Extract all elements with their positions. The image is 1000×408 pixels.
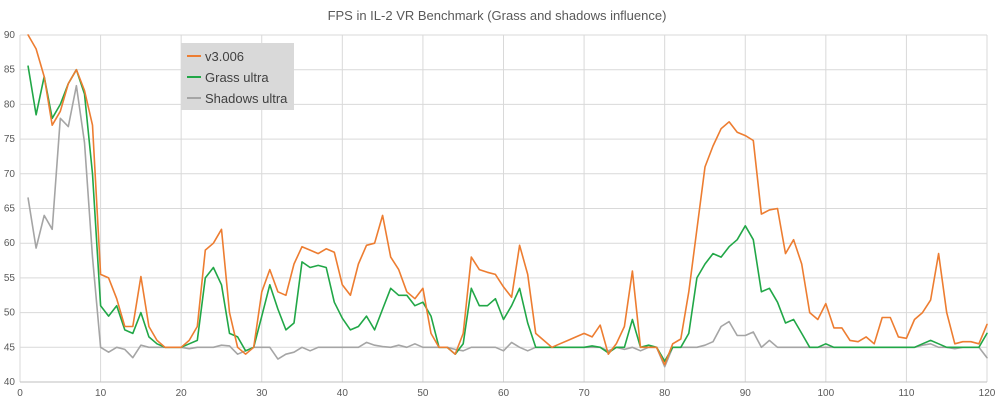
x-tick-label: 80 [659,388,671,399]
y-tick-label: 40 [4,377,16,388]
y-tick-label: 60 [4,238,16,249]
x-tick-label: 30 [256,388,268,399]
x-tick-label: 40 [337,388,349,399]
x-tick-label: 90 [740,388,752,399]
series-line-grass-ultra [27,65,988,363]
axes: 40 45 50 55 60 65 70 75 80 85 90 0 10 20 30 40 50 60 70 80 9… [4,30,996,399]
y-tick-label: 70 [4,169,16,180]
x-tick-label: 50 [417,388,429,399]
y-tick-label: 75 [4,134,16,145]
chart-title: FPS in IL-2 VR Benchmark (Grass and shad… [328,8,667,23]
y-tick-label: 65 [4,204,16,215]
series-line-v3-006 [27,34,988,366]
legend-label: Shadows ultra [205,91,288,106]
x-tick-label: 0 [17,388,23,399]
x-tick-label: 70 [579,388,591,399]
y-tick-label: 45 [4,342,16,353]
y-tick-label: 55 [4,273,16,284]
gridlines [19,34,988,383]
y-tick-label: 50 [4,308,16,319]
x-tick-label: 110 [898,388,914,399]
y-tick-label: 80 [4,99,16,110]
series-lines [27,34,988,368]
x-tick-label: 120 [979,388,996,399]
x-tick-label: 10 [95,388,107,399]
x-tick-label: 20 [176,388,188,399]
x-tick-label: 60 [498,388,510,399]
y-tick-label: 90 [4,30,16,41]
legend-label: v3.006 [205,49,244,64]
x-tick-label: 100 [817,388,834,399]
y-tick-label: 85 [4,65,16,76]
legend: v3.006 Grass ultra Shadows ultra [181,43,294,110]
series-line-shadows-ultra [27,84,988,368]
legend-label: Grass ultra [205,70,269,85]
